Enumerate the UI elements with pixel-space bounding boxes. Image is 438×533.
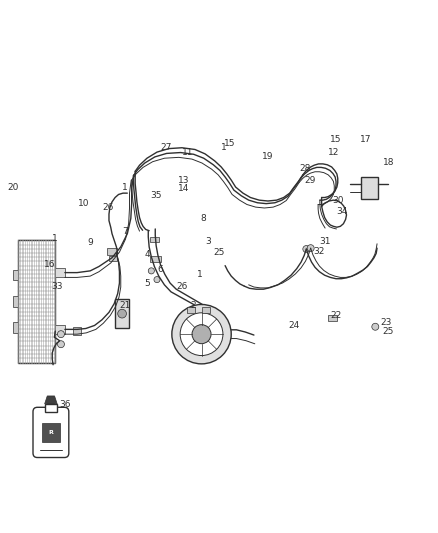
Bar	[110, 256, 117, 261]
Bar	[202, 307, 210, 313]
Text: 36: 36	[60, 400, 71, 408]
Text: 3: 3	[205, 237, 211, 246]
Circle shape	[57, 341, 64, 348]
Text: 35: 35	[150, 191, 162, 200]
Bar	[150, 256, 161, 262]
Bar	[18, 240, 55, 362]
Text: 17: 17	[360, 134, 371, 143]
Text: 8: 8	[201, 214, 207, 223]
Text: 13: 13	[178, 175, 190, 184]
Circle shape	[180, 313, 223, 356]
Bar	[42, 423, 60, 441]
Text: 6: 6	[157, 265, 163, 274]
Text: 28: 28	[300, 164, 311, 173]
Text: 19: 19	[262, 152, 274, 161]
Text: 18: 18	[383, 158, 394, 167]
Circle shape	[192, 325, 211, 344]
Text: 26: 26	[102, 203, 113, 212]
Text: 34: 34	[336, 207, 348, 216]
Text: 1: 1	[221, 143, 227, 152]
Bar	[13, 270, 18, 280]
Text: 24: 24	[289, 321, 300, 330]
Text: 15: 15	[330, 134, 342, 143]
Text: 11: 11	[182, 148, 193, 157]
Bar	[47, 399, 54, 403]
Bar	[107, 248, 117, 255]
Text: 10: 10	[78, 199, 89, 208]
Text: 1: 1	[53, 233, 58, 243]
Text: 23: 23	[380, 318, 392, 327]
Text: 14: 14	[177, 184, 189, 193]
Text: 27: 27	[160, 143, 171, 152]
Circle shape	[172, 304, 231, 364]
Bar	[361, 176, 378, 199]
Text: 26: 26	[176, 281, 187, 290]
Text: 20: 20	[7, 183, 18, 192]
Bar	[13, 296, 18, 306]
Text: 12: 12	[328, 148, 339, 157]
Circle shape	[148, 268, 154, 274]
Text: 21: 21	[120, 301, 131, 310]
Circle shape	[118, 309, 127, 318]
Text: 33: 33	[51, 281, 62, 290]
Bar	[73, 327, 81, 335]
Text: 1: 1	[197, 270, 202, 279]
Circle shape	[154, 277, 160, 282]
Text: 22: 22	[330, 311, 342, 320]
Text: 29: 29	[304, 175, 315, 184]
Text: 1: 1	[122, 183, 128, 192]
Bar	[187, 307, 194, 313]
Text: 2: 2	[190, 301, 196, 310]
Text: 4: 4	[144, 250, 150, 259]
Circle shape	[57, 330, 64, 338]
Circle shape	[372, 323, 379, 330]
Bar	[115, 300, 129, 328]
Text: 25: 25	[383, 327, 394, 336]
Bar	[55, 325, 65, 334]
Text: 7: 7	[122, 227, 128, 236]
FancyBboxPatch shape	[33, 407, 69, 457]
Text: 31: 31	[319, 237, 330, 246]
Bar	[45, 404, 57, 411]
Circle shape	[307, 245, 314, 252]
Bar	[13, 322, 18, 333]
Bar	[328, 315, 337, 321]
Text: 16: 16	[44, 260, 55, 269]
Text: 5: 5	[144, 279, 150, 288]
Text: 15: 15	[224, 139, 236, 148]
Text: 9: 9	[87, 238, 93, 247]
Text: 32: 32	[313, 247, 324, 256]
Bar	[150, 237, 159, 242]
Text: R: R	[49, 430, 53, 435]
Text: 30: 30	[332, 196, 343, 205]
Polygon shape	[45, 396, 57, 404]
Bar	[55, 268, 65, 277]
Text: 25: 25	[213, 248, 225, 257]
Circle shape	[303, 246, 310, 253]
